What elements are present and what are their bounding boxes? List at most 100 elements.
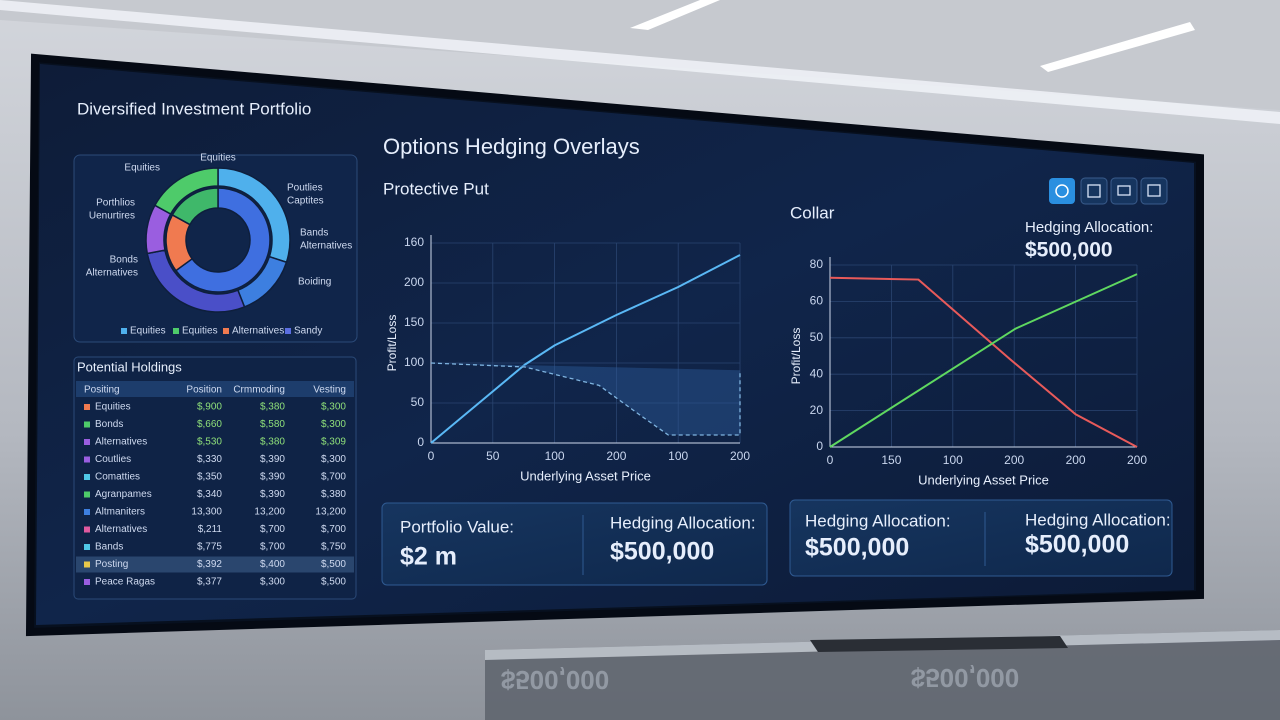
card-label: Hedging Allocation:: [1025, 510, 1171, 529]
x-tick-label: 100: [668, 449, 688, 463]
holding-value: 13,200: [254, 507, 285, 518]
holding-name: Alternatives: [95, 524, 147, 535]
y-tick-label: 40: [810, 366, 824, 380]
row-marker: [84, 474, 90, 480]
donut-callout: Alternatives: [86, 268, 138, 279]
donut-callout: Equities: [200, 153, 236, 164]
toolbar-icon: [1147, 184, 1161, 197]
legend-swatch: [121, 328, 127, 334]
legend-swatch: [223, 328, 229, 334]
holding-value: $,390: [260, 472, 285, 483]
row-marker: [84, 456, 90, 463]
donut-callout: Porthlios: [96, 198, 135, 209]
donut-callout: Bonds: [110, 255, 138, 266]
toolbar-icon: [1087, 184, 1101, 198]
y-tick-label: 0: [816, 439, 823, 453]
holding-name: Altmaniters: [95, 507, 145, 518]
y-tick-label: 150: [404, 315, 424, 329]
row-marker: [84, 561, 90, 568]
legend-swatch: [173, 328, 179, 334]
reflection-text: $500,000: [501, 665, 609, 695]
donut-segment: [174, 187, 271, 293]
donut-segment: [153, 167, 219, 216]
donut-callout: Alternatives: [300, 241, 352, 252]
holding-value: $,700: [321, 472, 346, 483]
holding-value: $,300: [321, 454, 346, 465]
holdings-panel: [73, 356, 357, 600]
legend-label: Equities: [182, 326, 218, 337]
card-label: Hedging Allocation:: [610, 513, 756, 532]
panel-title: Diversified Investment Portfolio: [77, 99, 311, 118]
row-marker: [84, 421, 90, 428]
holding-value: $,530: [197, 437, 222, 448]
holding-value: $,700: [260, 524, 285, 535]
toolbar-button[interactable]: [1110, 177, 1138, 205]
row-marker: [84, 509, 90, 515]
row-highlight: [76, 556, 354, 573]
row-marker: [84, 491, 90, 498]
holding-name: Bands: [95, 542, 123, 553]
ceiling-light: [630, 0, 720, 30]
table-header: Positing: [84, 385, 120, 396]
donut-panel: [73, 154, 358, 343]
x-axis-label: Underlying Asset Price: [918, 472, 1049, 487]
x-tick-label: 200: [730, 449, 750, 463]
holding-value: $,211: [198, 524, 223, 535]
card-value: $500,000: [1025, 531, 1129, 559]
y-tick-label: 60: [810, 294, 824, 308]
table-header: Position: [186, 385, 222, 396]
holding-name: Bonds: [95, 419, 123, 430]
holding-name: Agranpames: [95, 489, 152, 500]
x-tick-label: 0: [428, 449, 435, 463]
holding-value: $,300: [321, 402, 346, 413]
row-marker: [84, 544, 90, 550]
x-tick-label: 200: [606, 449, 626, 463]
holding-name: Peace Ragas: [95, 577, 155, 588]
toolbar-icon: [1055, 184, 1069, 198]
y-tick-label: 80: [810, 257, 824, 271]
holding-value: $,775: [197, 542, 222, 553]
holding-value: $,400: [260, 559, 285, 570]
donut-callout: Equities: [124, 163, 160, 174]
toolbar-button[interactable]: [1140, 177, 1168, 205]
row-marker: [84, 526, 90, 533]
holding-value: 13,300: [191, 507, 222, 518]
holding-name: Equities: [95, 402, 131, 413]
holding-value: $,500: [321, 577, 346, 588]
series-line: [430, 254, 741, 444]
holding-value: $,330: [197, 454, 222, 465]
y-tick-label: 0: [417, 435, 424, 449]
holding-value: $,380: [260, 402, 285, 413]
ceiling: [0, 0, 1280, 110]
x-tick-label: 200: [1066, 453, 1086, 467]
holding-value: $,750: [321, 542, 346, 553]
card-value: $500,000: [610, 538, 714, 566]
shaded-area: [431, 363, 740, 435]
toolbar-button[interactable]: [1080, 177, 1108, 205]
holding-value: $,350: [197, 472, 222, 483]
reflection-text: $500,000: [911, 663, 1019, 693]
table-title: Potential Holdings: [77, 359, 182, 374]
holding-value: $,380: [260, 437, 285, 448]
card-value: $500,000: [805, 534, 909, 562]
dashboard-title: Options Hedging Overlays: [383, 134, 640, 159]
table-header: Vesting: [313, 385, 346, 396]
holding-value: $,340: [197, 489, 222, 500]
y-tick-label: 200: [404, 275, 424, 289]
y-axis-label: Profit/Loss: [385, 315, 399, 372]
donut-callout: Uenurtires: [89, 211, 135, 222]
holding-value: $,500: [321, 559, 346, 570]
donut-segment: [171, 187, 219, 226]
donut-callout: Boiding: [298, 277, 331, 288]
holding-value: $,300: [260, 577, 285, 588]
holding-value: $,380: [321, 489, 346, 500]
toolbar-icon: [1117, 185, 1131, 196]
legend-label: Alternatives: [232, 326, 284, 337]
holding-name: Alternatives: [95, 437, 147, 448]
x-tick-label: 0: [827, 453, 834, 467]
x-tick-label: 100: [545, 449, 565, 463]
x-tick-label: 100: [943, 453, 963, 467]
toolbar-button[interactable]: [1049, 178, 1075, 204]
row-marker: [84, 439, 90, 445]
